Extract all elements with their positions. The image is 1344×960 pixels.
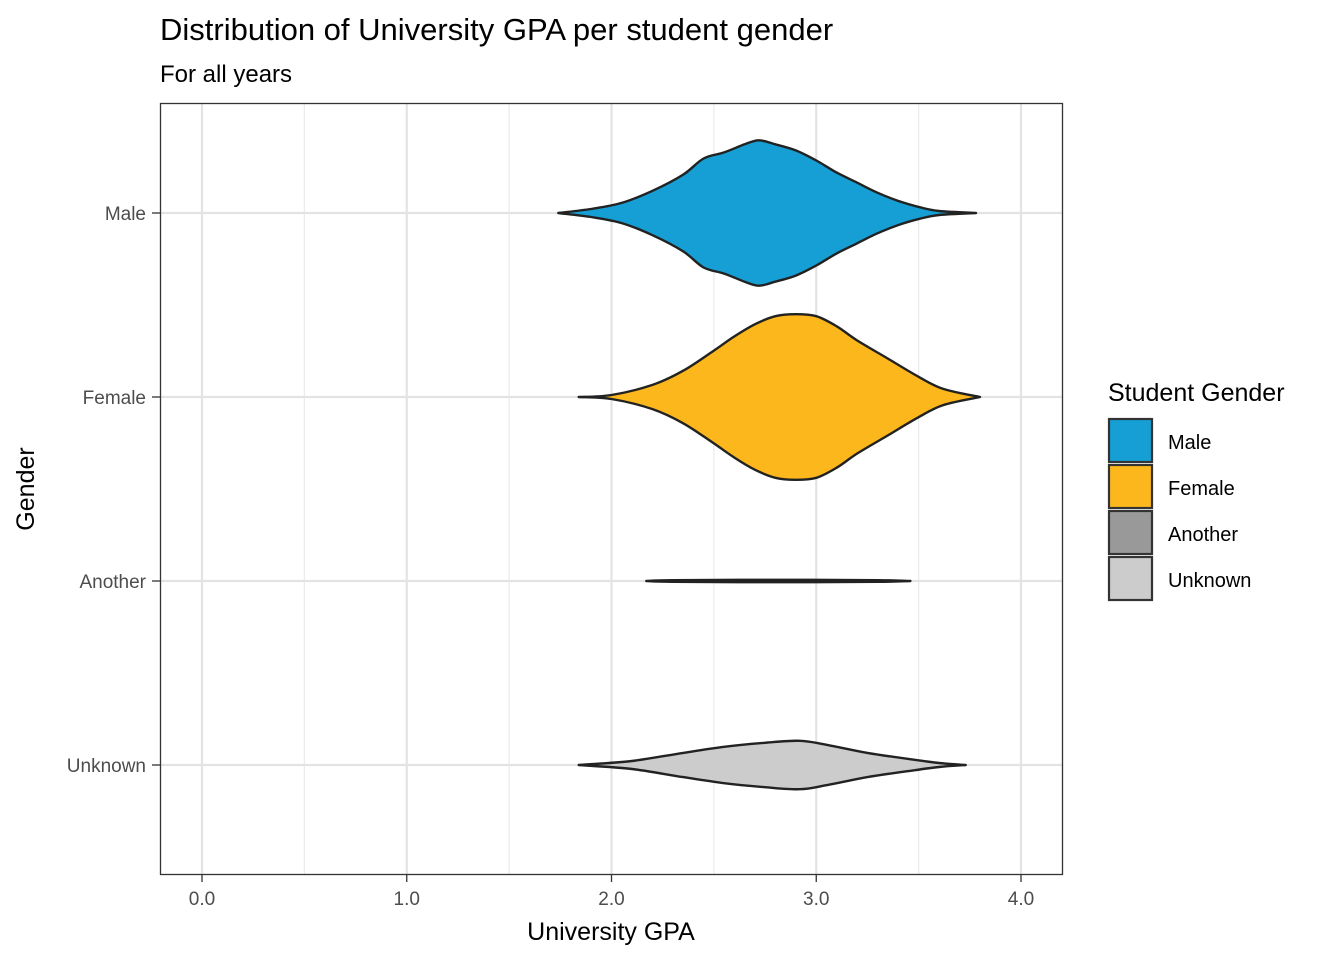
x-tick-label: 4.0 bbox=[1008, 889, 1034, 910]
chart-subtitle: For all years bbox=[160, 61, 292, 88]
violin-male bbox=[557, 139, 978, 287]
panel-border bbox=[159, 102, 1064, 876]
chart-title: Distribution of University GPA per stude… bbox=[160, 12, 833, 47]
y-tick-label: Male bbox=[105, 204, 146, 225]
x-tick-label: 1.0 bbox=[394, 889, 420, 910]
legend-title: Student Gender bbox=[1108, 379, 1285, 407]
legend-label: Another bbox=[1168, 524, 1238, 546]
y-tick-label: Unknown bbox=[67, 756, 146, 777]
violin-another bbox=[645, 578, 912, 584]
violin-female bbox=[577, 313, 982, 481]
legend-label: Unknown bbox=[1168, 570, 1251, 592]
violins bbox=[557, 139, 982, 791]
x-tick-label: 3.0 bbox=[803, 889, 829, 910]
legend-key-female bbox=[1107, 463, 1154, 510]
legend-label: Female bbox=[1168, 478, 1235, 500]
legend: Student Gender Male Female Another Unknown bbox=[1107, 379, 1285, 602]
x-tick-label: 2.0 bbox=[598, 889, 624, 910]
legend-label: Male bbox=[1168, 432, 1211, 454]
legend-key-unknown bbox=[1107, 555, 1154, 602]
y-tick-label: Female bbox=[83, 388, 146, 409]
y-axis-title: Gender bbox=[12, 447, 40, 530]
legend-key-male bbox=[1107, 417, 1154, 464]
axes: 0.0 1.0 2.0 3.0 4.0 Male Female Another Unknown bbox=[67, 204, 1034, 910]
y-tick-label: Another bbox=[79, 572, 146, 593]
x-tick-label: 0.0 bbox=[189, 889, 215, 910]
violin-unknown bbox=[577, 739, 967, 791]
legend-key-another bbox=[1107, 509, 1154, 556]
x-axis-title: University GPA bbox=[527, 918, 695, 946]
